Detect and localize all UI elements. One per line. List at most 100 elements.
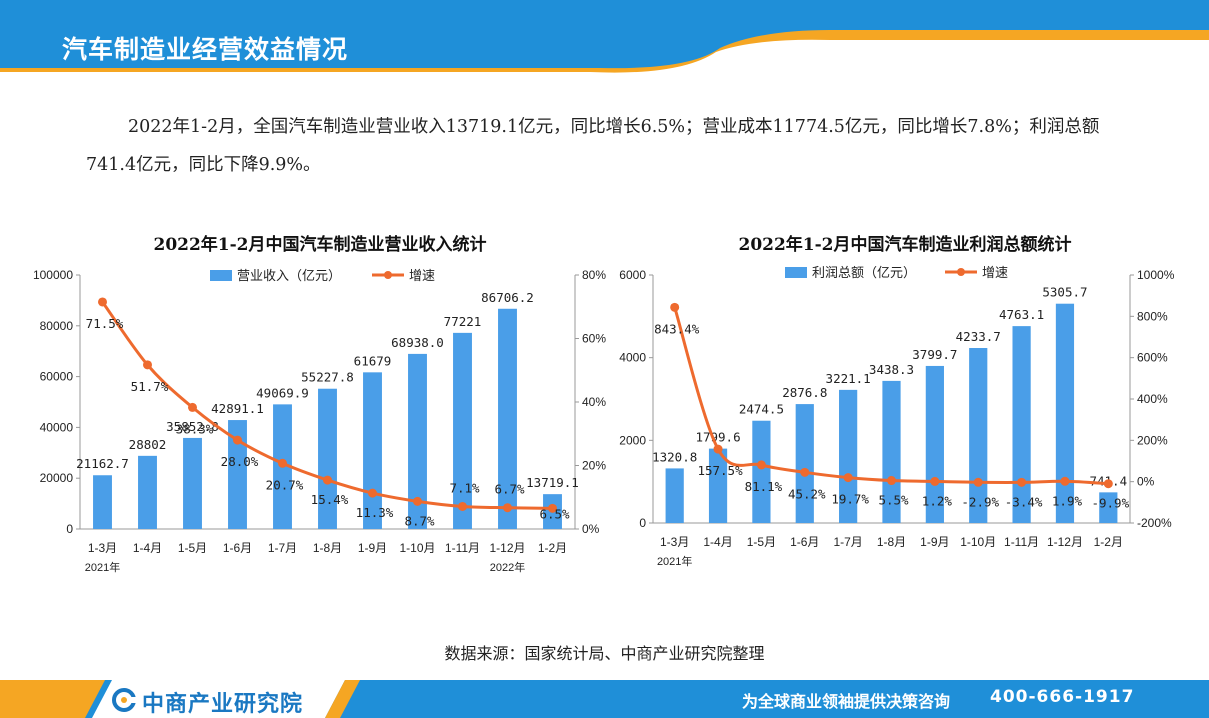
profit-chart-growth-point	[930, 476, 940, 486]
profit-chart-legend-bar-swatch	[785, 267, 807, 278]
company-logo-icon	[112, 688, 138, 712]
profit-chart-bar-label: 1799.6	[695, 430, 740, 445]
revenue-chart-bar-label: 68938.0	[391, 335, 444, 350]
revenue-chart-growth-label: 71.5%	[86, 316, 124, 331]
profit-chart-right-tick-label: 600%	[1137, 351, 1168, 365]
profit-chart-right-tick-label: 1000%	[1137, 268, 1175, 282]
profit-chart-legend-line-label: 增速	[982, 265, 1008, 280]
profit-chart-left-tick-label: 4000	[619, 351, 646, 365]
revenue-chart-growth-label: 6.7%	[494, 482, 525, 497]
profit-chart-category-label: 1-2月	[1094, 535, 1123, 549]
revenue-chart-category-label: 1-8月	[313, 541, 342, 555]
profit-chart-svg: 0 2000 4000 6000 -200% 0% 200% 400% 600% 800% 1000…	[619, 265, 1175, 568]
revenue-chart-right-tick-label: 60%	[582, 332, 606, 346]
revenue-chart-growth-label: 51.7%	[131, 379, 169, 394]
revenue-chart-growth-point	[323, 475, 332, 485]
profit-chart-bar-label: 2876.8	[782, 385, 827, 400]
profit-chart-year-label: 2021年	[657, 554, 692, 568]
profit-chart-bar	[708, 448, 728, 523]
profit-chart-category-label: 1-4月	[703, 535, 732, 549]
revenue-chart-growth-point	[368, 488, 377, 498]
profit-chart-bar	[752, 420, 771, 523]
profit-chart-growth-point	[1017, 477, 1027, 487]
revenue-chart-left-tick-label: 20000	[40, 471, 74, 485]
revenue-chart-category-label: 1-11月	[445, 541, 480, 555]
revenue-chart-legend-bar-swatch	[210, 270, 232, 281]
revenue-chart-bar-label: 28802	[129, 437, 167, 452]
revenue-chart-category-label: 1-3月	[88, 541, 117, 555]
revenue-chart-legend-line-label: 增速	[409, 268, 435, 283]
revenue-chart-growth-label: 11.3%	[356, 505, 394, 520]
profit-chart-bar	[795, 404, 814, 523]
footer-background	[0, 680, 1209, 718]
profit-chart-right-tick-label: 200%	[1137, 433, 1168, 447]
revenue-chart-right-tick-label: 80%	[582, 268, 606, 282]
revenue-chart-growth-point	[458, 501, 467, 511]
revenue-chart-category-label: 1-9月	[358, 541, 387, 555]
profit-chart-growth-label: 1.2%	[922, 493, 953, 508]
revenue-chart-bar	[138, 455, 157, 529]
revenue-chart-left-tick-label: 60000	[40, 370, 74, 384]
profit-chart-left-tick-label: 0	[639, 516, 646, 530]
profit-chart-bar-label: 4233.7	[956, 329, 1001, 344]
profit-chart-growth-point	[713, 444, 723, 454]
profit-chart-growth-line	[673, 306, 1109, 486]
revenue-chart-legend-line-marker	[384, 271, 392, 279]
profit-chart-category-label: 1-7月	[833, 535, 862, 549]
profit-chart-right-tick-label: 0%	[1137, 475, 1155, 489]
profit-chart-bar-label: 5305.7	[1042, 285, 1087, 300]
profit-chart-category-label: 1-9月	[920, 535, 949, 549]
profit-chart-left-tick-label: 6000	[619, 268, 646, 282]
revenue-chart-bar	[318, 388, 337, 529]
revenue-chart-growth-label: 6.5%	[539, 506, 570, 521]
profit-chart-left-tick-label: 2000	[619, 433, 646, 447]
footer-bar: 中商产业研究院 为全球商业领袖提供决策咨询 400-666-1917	[0, 680, 1209, 718]
revenue-chart-bar-label: 42891.1	[211, 401, 264, 416]
profit-chart-growth-point	[800, 467, 810, 477]
revenue-chart-growth-label: 7.1%	[449, 480, 480, 495]
page-title: 汽车制造业经营效益情况	[62, 35, 349, 64]
revenue-chart-bar	[183, 437, 202, 529]
profit-chart-bar	[839, 389, 858, 523]
revenue-chart-title: 2022年1-2月中国汽车制造业营业收入统计	[153, 235, 487, 255]
profit-chart-right-tick-label: 800%	[1137, 309, 1168, 323]
profit-chart-bar-label: 3438.3	[869, 362, 914, 377]
profit-chart-growth-label: -3.4%	[1005, 494, 1043, 509]
profit-chart-bar-label: 3221.1	[826, 371, 871, 386]
revenue-chart-category-label: 1-2月	[538, 541, 567, 555]
revenue-chart-left-tick-label: 0	[66, 522, 73, 536]
profit-chart-category-label: 1-3月	[660, 535, 689, 549]
revenue-chart-growth-point	[188, 402, 197, 412]
profit-chart-bar	[882, 380, 901, 523]
revenue-chart-year-label: 2022年	[490, 560, 525, 574]
revenue-chart-growth-point	[278, 458, 287, 468]
profit-chart-bar	[925, 365, 944, 523]
revenue-chart-growth-point	[413, 496, 422, 506]
profit-chart-category-label: 1-6月	[790, 535, 819, 549]
profit-chart-bar	[1055, 303, 1075, 523]
revenue-chart-category-label: 1-7月	[268, 541, 297, 555]
intro-paragraph: 2022年1-2月，全国汽车制造业营业收入13719.1亿元，同比增长6.5%；…	[86, 117, 1100, 175]
revenue-chart-left-tick-label: 80000	[40, 319, 74, 333]
revenue-chart-category-label: 1-5月	[178, 541, 207, 555]
profit-chart-growth-label: 157.5%	[697, 463, 743, 478]
profit-chart-growth-point	[887, 476, 896, 486]
revenue-chart-growth-point	[98, 297, 107, 307]
revenue-chart-growth-label: 8.7%	[404, 513, 435, 528]
data-source-note: 数据来源：国家统计局、中商产业研究院整理	[444, 644, 765, 663]
revenue-chart-bar	[363, 372, 382, 529]
profit-chart-title: 2022年1-2月中国汽车制造业利润总额统计	[738, 235, 1072, 255]
profit-chart-legend-line-marker	[957, 268, 965, 276]
profit-chart-right-tick-label: -200%	[1137, 516, 1172, 530]
revenue-chart-left-tick-label: 40000	[40, 420, 74, 434]
profit-chart-growth-label: 1.9%	[1052, 493, 1083, 508]
profit-chart-legend-bar-label: 利润总额（亿元）	[812, 265, 916, 280]
revenue-chart: 2022年1-2月中国汽车制造业营业收入统计 0 20000 40000 60000 8…	[20, 220, 620, 590]
revenue-chart-legend-bar-label: 营业收入（亿元）	[237, 268, 341, 283]
profit-chart-category-label: 1-5月	[747, 535, 776, 549]
revenue-chart-category-label: 1-10月	[399, 541, 435, 555]
revenue-chart-bar-label: 13719.1	[526, 475, 579, 490]
profit-chart-bar	[665, 468, 684, 523]
profit-chart-growth-point	[1060, 476, 1070, 486]
profit-chart-bar	[969, 348, 988, 523]
